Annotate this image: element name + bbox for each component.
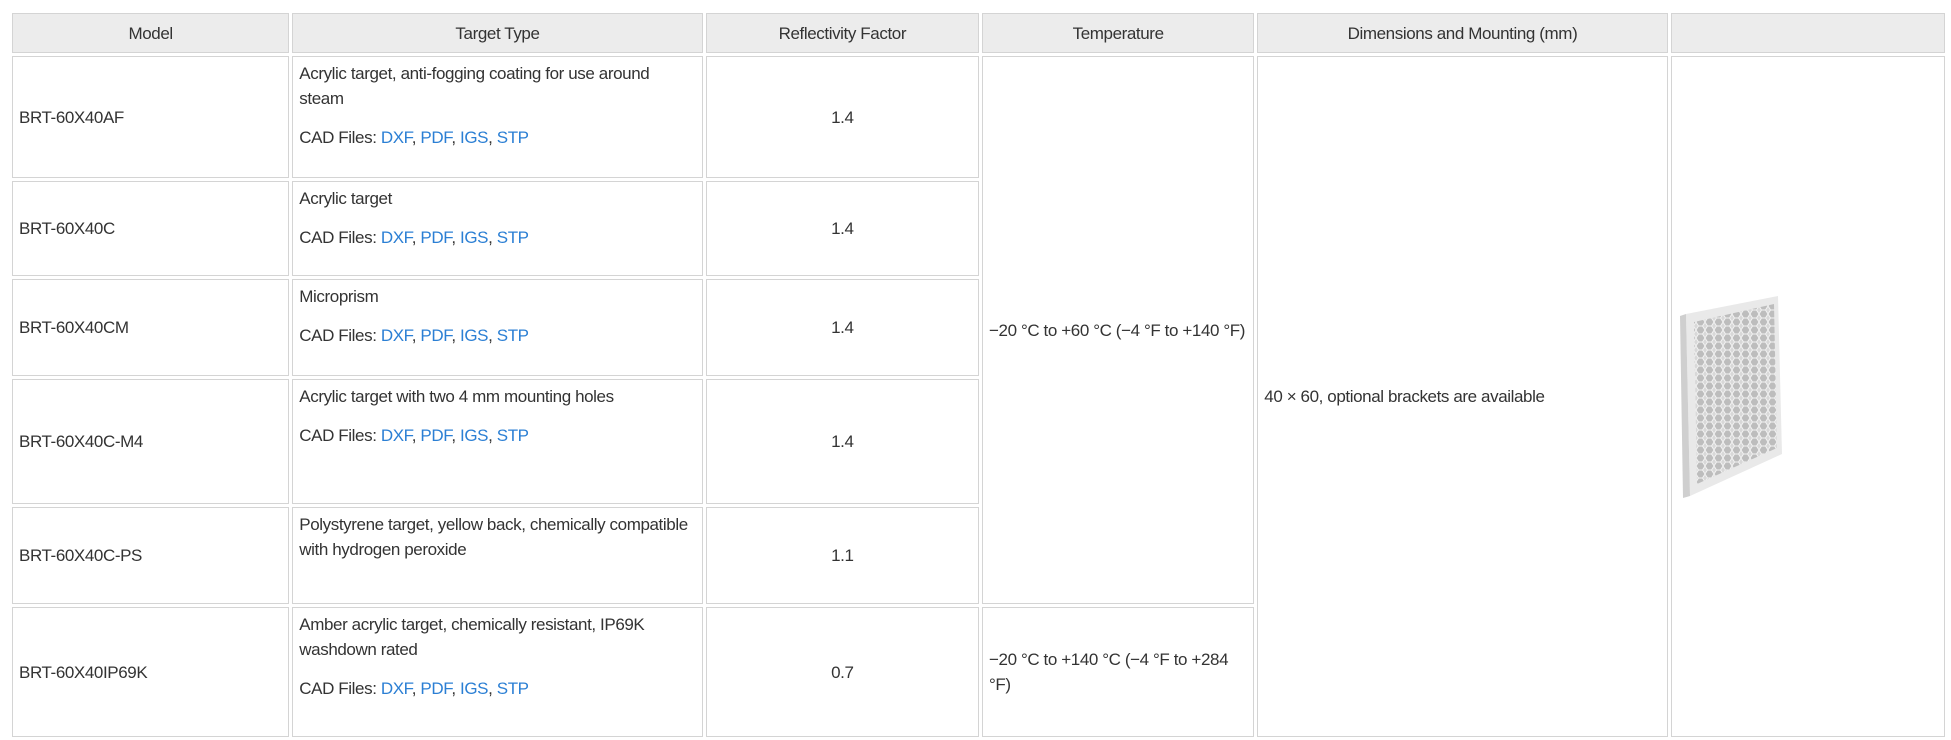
table-row: BRT-60X40CM Microprism CAD Files: DXF, PDF… — [12, 279, 1945, 376]
cad-separator: , — [411, 228, 417, 247]
reflectivity-cell: 1.4 — [705, 279, 979, 376]
cad-separator: , — [488, 128, 493, 147]
cad-separator: , — [488, 679, 493, 698]
cad-link[interactable]: STP — [496, 228, 529, 247]
cad-link[interactable]: STP — [496, 426, 529, 445]
target-type-cell: Acrylic target with two 4 mm mounting ho… — [292, 379, 703, 504]
target-type-text: Acrylic target with two 4 mm mounting ho… — [299, 387, 614, 406]
header-cell — [1670, 13, 1945, 53]
cad-label: CAD Files: — [299, 128, 377, 147]
cad-separator: , — [488, 426, 493, 445]
reflector-image — [1679, 295, 1782, 498]
model-cell: BRT-60X40IP69K — [12, 607, 290, 737]
cad-link[interactable]: PDF — [420, 128, 452, 147]
header-cell: Model — [12, 13, 290, 53]
header-cell: Reflectivity Factor — [705, 13, 979, 53]
cad-link[interactable]: STP — [496, 128, 529, 147]
cad-label: CAD Files: — [299, 228, 377, 247]
model-cell: BRT-60X40C — [12, 181, 290, 276]
target-type-text: Acrylic target — [299, 189, 392, 208]
cad-link[interactable]: PDF — [420, 679, 452, 698]
model-cell: BRT-60X40CM — [12, 279, 290, 376]
cad-link[interactable]: IGS — [460, 128, 489, 147]
target-type-cell: Amber acrylic target, chemically resista… — [292, 607, 703, 737]
cad-label: CAD Files: — [299, 326, 377, 345]
table-row: BRT-60X40AF Acrylic target, anti-fogging … — [12, 56, 1945, 737]
target-type-cell: Microprism CAD Files: DXF, PDF, IGS, STP — [292, 279, 703, 376]
reflectivity-cell: 1.1 — [705, 507, 979, 604]
cad-link[interactable]: PDF — [420, 228, 452, 247]
reflectivity-cell: 1.4 — [705, 56, 979, 178]
target-type-cell: Acrylic target CAD Files: DXF, PDF, IGS, … — [292, 181, 703, 276]
cad-separator: , — [451, 228, 456, 247]
header-cell: Target Type — [292, 13, 703, 53]
table-row: BRT-60X40C-M4 Acrylic target with two 4 m… — [12, 379, 1945, 504]
cad-link[interactable]: STP — [496, 679, 529, 698]
cad-label: CAD Files: — [299, 679, 377, 698]
header-row: Model Target Type Reflectivity Factor Tempe… — [12, 13, 1945, 53]
reflectivity-cell: 0.7 — [705, 607, 979, 737]
cad-separator: , — [411, 128, 417, 147]
model-cell: BRT-60X40C-PS — [12, 507, 290, 604]
cad-separator: , — [488, 326, 493, 345]
cad-link[interactable]: DXF — [380, 426, 412, 445]
reflectivity-cell: 1.4 — [705, 181, 979, 276]
temperature-cell: −20 °C to +60 °C (−4 °F to +140 °F) — [981, 56, 1255, 604]
cad-link[interactable]: IGS — [460, 228, 489, 247]
cad-link[interactable]: DXF — [380, 679, 412, 698]
cad-link[interactable]: DXF — [380, 128, 412, 147]
cad-separator: , — [451, 426, 456, 445]
cad-link[interactable]: DXF — [380, 228, 412, 247]
cad-files: CAD Files: DXF, PDF, IGS, STP — [299, 125, 695, 150]
cad-separator: , — [451, 128, 456, 147]
product-table: Model Target Type Reflectivity Factor Tempe… — [9, 10, 1948, 740]
target-type-text: Polystyrene target, yellow back, chemica… — [299, 515, 688, 559]
target-type-text: Amber acrylic target, chemically resista… — [299, 615, 645, 659]
cad-label: CAD Files: — [299, 426, 377, 445]
temperature-cell: −20 °C to +140 °C (−4 °F to +284 °F) — [981, 607, 1255, 737]
cad-files: CAD Files: DXF, PDF, IGS, STP — [299, 676, 695, 701]
cad-separator: , — [451, 326, 456, 345]
cad-files: CAD Files: DXF, PDF, IGS, STP — [299, 323, 695, 348]
image-cell — [1670, 56, 1945, 737]
cad-link[interactable]: IGS — [460, 326, 489, 345]
cad-files: CAD Files: DXF, PDF, IGS, STP — [299, 225, 695, 250]
cad-link[interactable]: STP — [496, 326, 529, 345]
cad-link[interactable]: IGS — [460, 426, 489, 445]
header-cell: Temperature — [981, 13, 1255, 53]
model-cell: BRT-60X40C-M4 — [12, 379, 290, 504]
cad-separator: , — [411, 326, 417, 345]
table-row: BRT-60X40C-PS Polystyrene target, yellow … — [12, 507, 1945, 604]
cad-separator: , — [451, 679, 456, 698]
reflectivity-cell: 1.4 — [705, 379, 979, 504]
cad-separator: , — [411, 679, 417, 698]
cad-separator: , — [411, 426, 417, 445]
cad-link[interactable]: PDF — [420, 426, 452, 445]
target-type-text: Microprism — [299, 287, 379, 306]
target-type-cell: Polystyrene target, yellow back, chemica… — [292, 507, 703, 604]
cad-separator: , — [488, 228, 493, 247]
model-cell: BRT-60X40AF — [12, 56, 290, 178]
cad-link[interactable]: IGS — [460, 679, 489, 698]
target-type-text: Acrylic target, anti-fogging coating for… — [299, 64, 650, 108]
dimensions-cell: 40 × 60, optional brackets are available — [1257, 56, 1668, 737]
target-type-cell: Acrylic target, anti-fogging coating for… — [292, 56, 703, 178]
cad-link[interactable]: PDF — [420, 326, 452, 345]
header-cell: Dimensions and Mounting (mm) — [1257, 13, 1668, 53]
cad-files: CAD Files: DXF, PDF, IGS, STP — [299, 423, 695, 448]
table-row: BRT-60X40C Acrylic target CAD Files: DXF, … — [12, 181, 1945, 276]
cad-link[interactable]: DXF — [380, 326, 412, 345]
